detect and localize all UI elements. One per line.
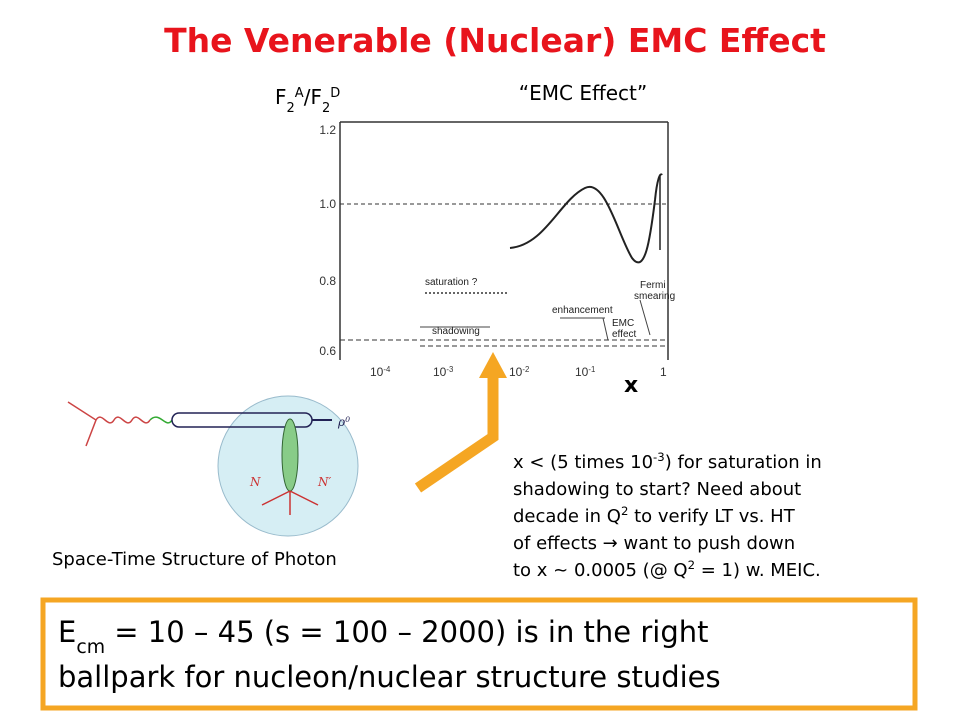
- text-segment: 10: [509, 365, 523, 379]
- text-segment: 1: [660, 365, 667, 379]
- annotation: enhancement: [552, 305, 613, 316]
- annotation: shadowing: [432, 326, 480, 337]
- text-segment: -3: [653, 450, 665, 464]
- meson-label: ρ0: [337, 415, 350, 430]
- text-line: to x ~ 0.0005 (@ Q2 = 1) w. MEIC.: [513, 558, 821, 581]
- text-segment: to verify LT vs. HT: [628, 506, 795, 527]
- annotation: effect: [612, 329, 636, 340]
- annotation-bracket: [420, 299, 651, 341]
- text-segment: -4: [383, 365, 391, 374]
- text-segment: cm: [76, 637, 105, 658]
- text-segment: shadowing to start? Need about: [513, 479, 801, 500]
- text-segment: 10: [370, 365, 384, 379]
- text-segment: x < (5 times 10: [513, 452, 653, 473]
- text-segment: -3: [446, 365, 453, 374]
- annotation: smearing: [634, 291, 675, 302]
- summary-box: [40, 597, 918, 711]
- interaction: [281, 418, 299, 492]
- photon-line: [67, 401, 151, 447]
- text-segment: ) for saturation in: [665, 452, 822, 473]
- nucleon-label: N′: [317, 475, 332, 489]
- arrow-head: [479, 352, 507, 378]
- text-line: decade in Q2 to verify LT vs. HT: [513, 504, 796, 527]
- text-segment: = 10 – 45 (s = 100 – 2000) is in the rig…: [105, 615, 708, 649]
- text-segment: 2: [287, 101, 295, 116]
- text-segment: F: [275, 85, 287, 109]
- photon-diagram: N N′ ρ0: [67, 395, 359, 537]
- text-segment: D: [330, 86, 340, 101]
- nucleon-lines: [261, 490, 319, 515]
- x-axis-label: x: [624, 373, 638, 398]
- text-segment: 2: [322, 101, 330, 116]
- text-line: x < (5 times 10-3) for saturation in: [513, 450, 822, 473]
- x-tick-label: 1: [660, 365, 667, 379]
- text-segment: = 1) w. MEIC.: [695, 560, 821, 581]
- y-axis-label: F2A/F2D: [275, 85, 340, 116]
- x-tick-label: 10-2: [509, 365, 529, 380]
- text-segment: ρ: [337, 415, 345, 429]
- text-segment: 2: [688, 558, 695, 572]
- text-segment: -2: [522, 365, 529, 374]
- y-tick-label: 0.8: [319, 274, 336, 288]
- text-segment: decade in Q: [513, 506, 621, 527]
- text-segment: to x ~ 0.0005 (@ Q: [513, 560, 688, 581]
- text-segment: 10: [433, 365, 447, 379]
- text-segment: 2: [621, 504, 628, 518]
- annotation: Fermi: [640, 280, 666, 291]
- text-segment: 0: [345, 415, 350, 424]
- text-segment: of effects → want to push down: [513, 533, 795, 554]
- nucleon-label: N: [249, 475, 261, 489]
- x-tick-label: 10-4: [370, 365, 391, 380]
- emc-curve: [509, 173, 663, 264]
- annotation: saturation ?: [425, 277, 478, 288]
- diagram-caption: Space-Time Structure of Photon: [52, 549, 337, 570]
- text-segment: /F: [304, 85, 322, 109]
- text-segment: -1: [588, 365, 595, 374]
- plot: saturation ? shadowing enhancement EMC e…: [319, 121, 675, 398]
- x-tick-label: 10-1: [575, 365, 595, 380]
- text-line: Ecm = 10 – 45 (s = 100 – 2000) is in the…: [58, 615, 709, 658]
- plot-caption: “EMC Effect”: [519, 81, 648, 105]
- annotation: EMC: [612, 318, 634, 329]
- text-segment: ballpark for nucleon/nuclear structure s…: [58, 660, 721, 694]
- y-tick-label: 1.2: [319, 123, 336, 137]
- arrow: [414, 375, 499, 493]
- summary: Ecm = 10 – 45 (s = 100 – 2000) is in the…: [58, 615, 721, 694]
- x-tick-label: 10-3: [433, 365, 453, 380]
- text-line: of effects → want to push down: [513, 533, 795, 554]
- text-segment: 10: [575, 365, 589, 379]
- text-segment: A: [295, 86, 304, 101]
- photon-line: [149, 416, 173, 424]
- y-tick-label: 1.0: [319, 197, 336, 211]
- y-tick-label: 0.6: [319, 344, 336, 358]
- text-segment: E: [58, 615, 76, 649]
- slide-title: The Venerable (Nuclear) EMC Effect: [164, 21, 826, 60]
- text-line: ballpark for nucleon/nuclear structure s…: [58, 660, 721, 694]
- text-line: shadowing to start? Need about: [513, 479, 801, 500]
- note: x < (5 times 10-3) for saturation in shad…: [513, 450, 822, 581]
